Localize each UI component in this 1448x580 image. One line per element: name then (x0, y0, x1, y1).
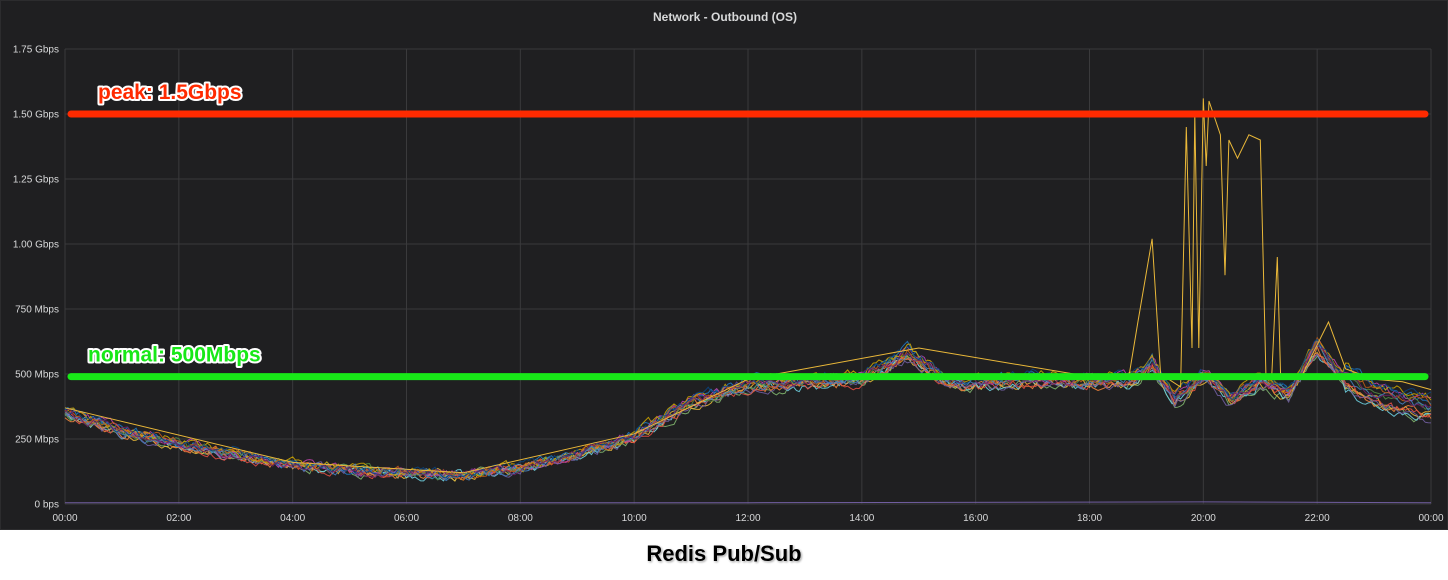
x-tick-label: 10:00 (622, 513, 647, 524)
y-tick-label: 500 Mbps (15, 370, 59, 381)
caption: Redis Pub/Sub (646, 541, 802, 566)
x-tick-label: 00:00 (1418, 513, 1443, 524)
x-tick-label: 02:00 (166, 513, 191, 524)
y-tick-label: 1.00 Gbps (13, 240, 59, 251)
y-tick-label: 1.75 Gbps (13, 45, 59, 56)
x-tick-label: 00:00 (52, 513, 77, 524)
x-tick-label: 20:00 (1191, 513, 1216, 524)
graph-panel: Network - Outbound (OS) 0 bps 250 Mbps 500… (0, 0, 1448, 530)
annotation-label: normal: 500Mbps (88, 344, 261, 367)
y-tick-label: 0 bps (35, 500, 59, 511)
panel-title[interactable]: Network - Outbound (OS) (653, 10, 797, 24)
x-tick-label: 18:00 (1077, 513, 1102, 524)
x-tick-label: 22:00 (1305, 513, 1330, 524)
series-line (64, 353, 1432, 480)
y-tick-label: 750 Mbps (15, 305, 59, 316)
x-tick-label: 12:00 (735, 513, 760, 524)
y-tick-label: 1.50 Gbps (13, 110, 59, 121)
x-tick-label: 14:00 (849, 513, 874, 524)
x-tick-label: 16:00 (963, 513, 988, 524)
x-tick-label: 04:00 (280, 513, 305, 524)
x-tick-label: 06:00 (394, 513, 419, 524)
annotation-label: peak: 1.5Gbps (98, 81, 242, 104)
y-tick-label: 1.25 Gbps (13, 175, 59, 186)
near-zero-series-line (65, 501, 1432, 504)
x-tick-label: 08:00 (508, 513, 533, 524)
y-tick-label: 250 Mbps (15, 435, 59, 446)
network-outbound-chart: 0 bps 250 Mbps 500 Mbps 750 Mbps 1.00 Gbps 1.… (13, 45, 1444, 525)
